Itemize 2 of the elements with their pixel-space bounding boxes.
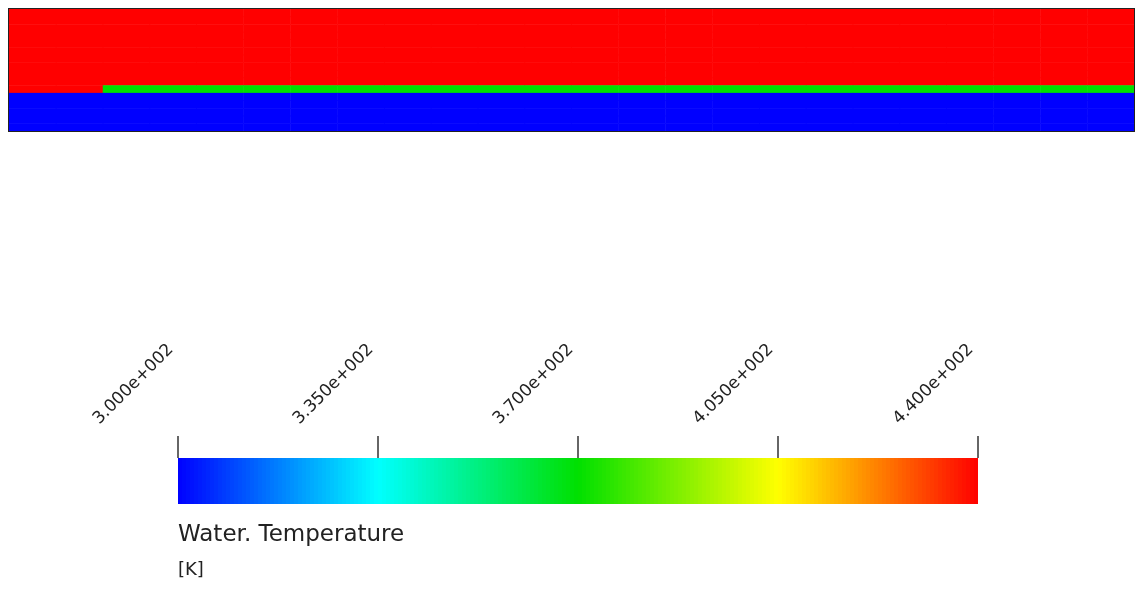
color-bar-title: Water. Temperature bbox=[178, 520, 405, 546]
text: [K] bbox=[178, 558, 204, 579]
